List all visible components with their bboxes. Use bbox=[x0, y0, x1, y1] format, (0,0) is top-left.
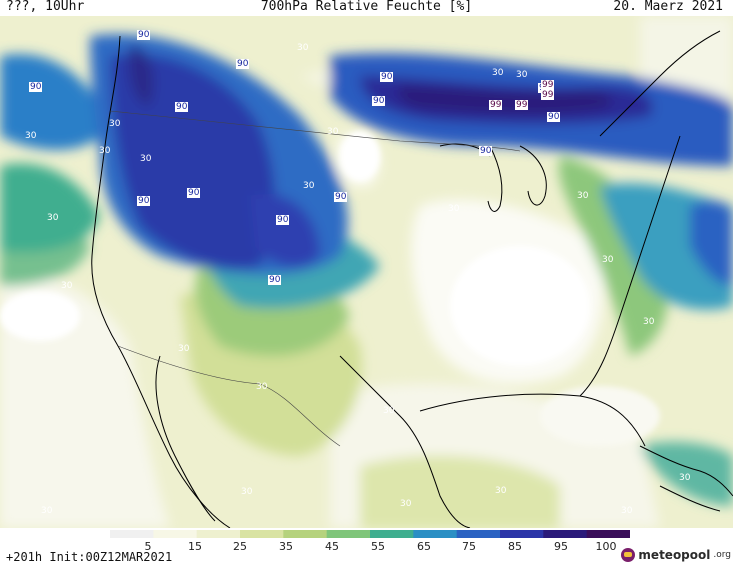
contour-label-30: 30 bbox=[297, 43, 309, 53]
contour-label-30: 30 bbox=[25, 131, 37, 141]
colorbar-cell bbox=[326, 530, 371, 538]
contour-label-30: 30 bbox=[621, 506, 633, 516]
forecast-date: 20. Maerz 2021 bbox=[613, 0, 723, 14]
contour-label-99: 99 bbox=[541, 90, 555, 100]
colorbar-cell bbox=[586, 530, 630, 538]
colorbar-ticks: 5 15 25 35 45 55 65 75 85 95 100 bbox=[0, 540, 733, 553]
colorbar-tick: 65 bbox=[417, 540, 431, 553]
contour-label-30: 30 bbox=[61, 281, 73, 291]
colorbar-cell bbox=[413, 530, 458, 538]
contour-label-30: 30 bbox=[495, 486, 507, 496]
contour-label-30: 30 bbox=[41, 506, 53, 516]
colorbar-cell bbox=[543, 530, 588, 538]
contour-label-99: 99 bbox=[489, 100, 503, 110]
contour-label-30: 30 bbox=[400, 499, 412, 509]
contour-label-30: 30 bbox=[383, 406, 395, 416]
contour-label-30: 30 bbox=[241, 487, 253, 497]
colorbar-tick: 35 bbox=[279, 540, 293, 553]
contour-label-30: 30 bbox=[109, 119, 121, 129]
humidity-colorbar bbox=[110, 530, 630, 538]
humidity-map: 90 90 90 90 90 90 90 90 90 90 90 90 90 9… bbox=[0, 16, 733, 528]
map-header: ???, 10Uhr 700hPa Relative Feuchte [%] 2… bbox=[0, 0, 733, 16]
colorbar-cell bbox=[110, 530, 154, 538]
forecast-time: ???, 10Uhr bbox=[6, 0, 85, 14]
contour-label-90: 90 bbox=[187, 188, 201, 198]
contour-label-90: 90 bbox=[334, 192, 348, 202]
colorbar-cell bbox=[153, 530, 198, 538]
brand-name: meteopool bbox=[638, 548, 711, 562]
contour-label-90: 90 bbox=[372, 96, 386, 106]
contour-label-99: 99 bbox=[515, 100, 529, 110]
colorbar-tick: 85 bbox=[508, 540, 522, 553]
contour-label-30: 30 bbox=[679, 473, 691, 483]
contour-label-30: 30 bbox=[643, 317, 655, 327]
contour-label-30: 30 bbox=[303, 181, 315, 191]
humidity-field bbox=[0, 16, 733, 528]
colorbar-cell bbox=[370, 530, 414, 538]
colorbar-tick: 45 bbox=[325, 540, 339, 553]
brand-suffix: .org bbox=[713, 550, 731, 560]
meteopool-logo[interactable]: meteopool .org bbox=[621, 548, 731, 562]
map-title: 700hPa Relative Feuchte [%] bbox=[260, 0, 473, 14]
contour-label-30: 30 bbox=[602, 255, 614, 265]
contour-label-90: 90 bbox=[137, 196, 151, 206]
contour-label-90: 90 bbox=[29, 82, 43, 92]
contour-label-90: 90 bbox=[268, 275, 282, 285]
contour-label-99: 99 bbox=[541, 80, 555, 90]
colorbar-cell bbox=[240, 530, 284, 538]
contour-label-90: 90 bbox=[137, 30, 151, 40]
model-run-info: +201h Init:00Z12MAR2021 bbox=[6, 550, 173, 564]
colorbar-tick: 15 bbox=[188, 540, 202, 553]
colorbar-tick: 75 bbox=[462, 540, 476, 553]
meteopool-icon bbox=[621, 548, 636, 562]
contour-label-90: 90 bbox=[236, 59, 250, 69]
colorbar-cell bbox=[196, 530, 241, 538]
contour-label-30: 30 bbox=[47, 213, 59, 223]
contour-label-90: 90 bbox=[175, 102, 189, 112]
colorbar-tick: 55 bbox=[371, 540, 385, 553]
contour-label-30: 30 bbox=[492, 68, 504, 78]
contour-label-90: 90 bbox=[547, 112, 561, 122]
colorbar-tick: 5 bbox=[144, 540, 152, 553]
contour-label-30: 30 bbox=[516, 70, 528, 80]
contour-label-30: 30 bbox=[178, 344, 190, 354]
contour-label-30: 30 bbox=[99, 146, 111, 156]
colorbar-cell bbox=[456, 530, 501, 538]
contour-label-30: 30 bbox=[577, 191, 589, 201]
contour-label-30: 30 bbox=[140, 154, 152, 164]
contour-label-90: 90 bbox=[479, 146, 493, 156]
colorbar-cell bbox=[283, 530, 328, 538]
contour-label-30: 30 bbox=[448, 204, 460, 214]
contour-label-30: 30 bbox=[327, 127, 339, 137]
colorbar-tick: 25 bbox=[233, 540, 247, 553]
contour-label-90: 90 bbox=[276, 215, 290, 225]
contour-label-30: 30 bbox=[256, 382, 268, 392]
contour-label-90: 90 bbox=[380, 72, 394, 82]
colorbar-cell bbox=[500, 530, 544, 538]
colorbar-tick: 95 bbox=[554, 540, 568, 553]
map-footer: 5 15 25 35 45 55 65 75 85 95 100 +201h I… bbox=[0, 528, 733, 566]
colorbar-tick: 100 bbox=[595, 540, 617, 553]
